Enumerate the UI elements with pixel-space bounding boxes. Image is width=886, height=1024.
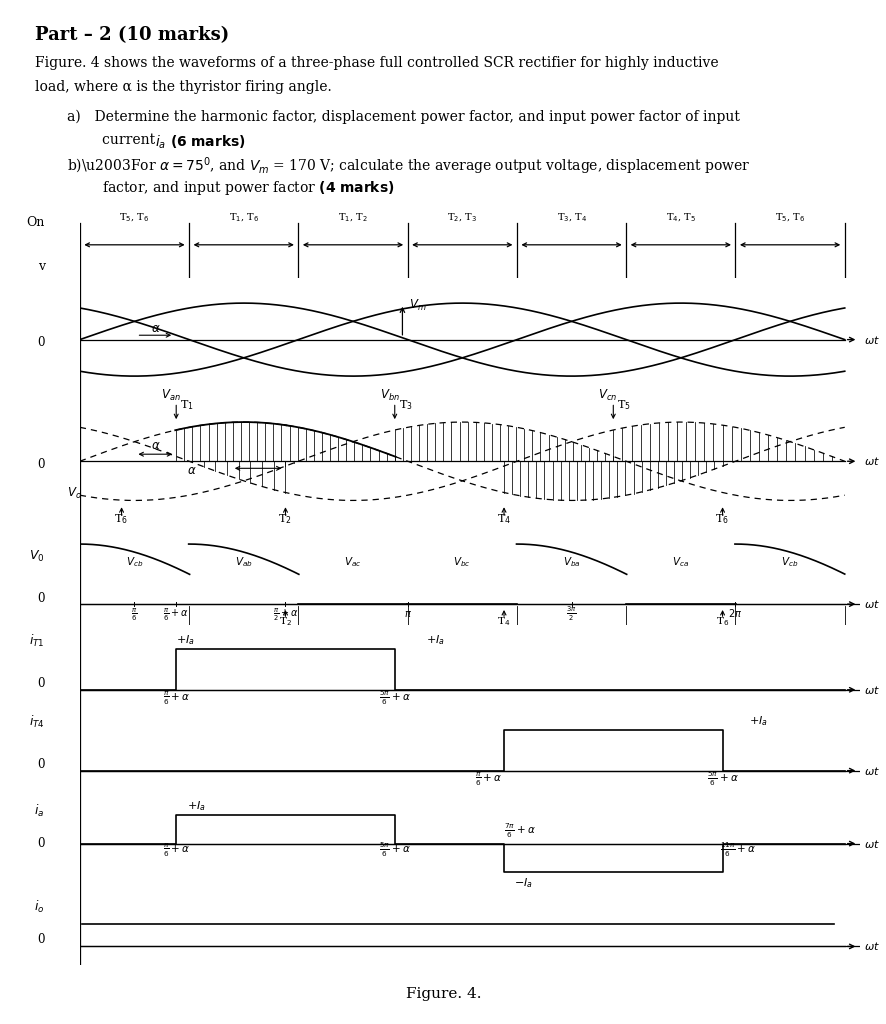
Text: T$_4$, T$_5$: T$_4$, T$_5$	[665, 212, 695, 224]
Text: load, where α is the thyristor firing angle.: load, where α is the thyristor firing an…	[35, 80, 332, 94]
Text: Part – 2 (10 marks): Part – 2 (10 marks)	[35, 26, 229, 44]
Text: $\frac{\pi}{2}+\alpha$: $\frac{\pi}{2}+\alpha$	[272, 606, 298, 624]
Text: T$_4$: T$_4$	[496, 512, 510, 525]
Text: $i_{T4}$: $i_{T4}$	[29, 714, 44, 730]
Text: $V_o$: $V_o$	[67, 485, 82, 501]
Text: 0: 0	[37, 837, 44, 850]
Text: $V_{cn}$: $V_{cn}$	[598, 387, 617, 402]
Text: $\omega t$: $\omega t$	[863, 838, 879, 850]
Text: Figure. 4.: Figure. 4.	[405, 987, 481, 1001]
Text: 0: 0	[37, 592, 44, 605]
Text: $V_0$: $V_0$	[29, 549, 44, 564]
Text: T$_1$, T$_6$: T$_1$, T$_6$	[229, 212, 259, 224]
Text: $V_m$: $V_m$	[408, 298, 425, 312]
Text: T$_1$, T$_2$: T$_1$, T$_2$	[338, 212, 368, 224]
Text: $\frac{5\pi}{6}+\alpha$: $\frac{5\pi}{6}+\alpha$	[378, 841, 410, 859]
Text: $\alpha$: $\alpha$	[151, 322, 160, 335]
Text: On: On	[27, 216, 44, 228]
Text: $\frac{\pi}{6}+\alpha$: $\frac{\pi}{6}+\alpha$	[162, 842, 190, 859]
Text: $\frac{\pi}{6}+\alpha$: $\frac{\pi}{6}+\alpha$	[474, 771, 501, 788]
Text: 0: 0	[37, 758, 44, 771]
Text: $V_{ca}$: $V_{ca}$	[672, 555, 688, 569]
Text: $\omega t$: $\omega t$	[863, 765, 879, 776]
Text: $\alpha$: $\alpha$	[151, 439, 160, 453]
Text: $-I_a$: $-I_a$	[514, 877, 532, 890]
Text: T$_3$: T$_3$	[399, 398, 412, 412]
Text: T$_5$, T$_6$: T$_5$, T$_6$	[120, 212, 149, 224]
Text: $\alpha$: $\alpha$	[187, 464, 197, 477]
Text: $\omega t$: $\omega t$	[863, 456, 879, 467]
Text: 0: 0	[37, 458, 44, 471]
Text: 0: 0	[37, 677, 44, 690]
Text: $\omega t$: $\omega t$	[863, 598, 879, 610]
Text: T$_6$: T$_6$	[714, 512, 728, 525]
Text: $V_{cb}$: $V_{cb}$	[781, 555, 798, 569]
Text: b)\u2003For $\alpha = 75^{0}$, and $V_m$ = 170 V; calculate the average output v: b)\u2003For $\alpha = 75^{0}$, and $V_m$…	[66, 156, 749, 177]
Text: $+I_a$: $+I_a$	[748, 714, 766, 728]
Text: $\frac{7\pi}{6}+\alpha$: $\frac{7\pi}{6}+\alpha$	[503, 821, 535, 840]
Text: T$_4$: T$_4$	[497, 615, 510, 628]
Text: $+I_a$: $+I_a$	[186, 800, 206, 813]
Text: $i_{T1}$: $i_{T1}$	[29, 633, 44, 649]
Text: $\frac{5\pi}{6}+\alpha$: $\frac{5\pi}{6}+\alpha$	[706, 769, 737, 788]
Text: v: v	[37, 260, 44, 272]
Text: T$_1$: T$_1$	[180, 398, 194, 412]
Text: current: current	[102, 133, 159, 147]
Text: $\frac{11\pi}{6}+\alpha$: $\frac{11\pi}{6}+\alpha$	[719, 841, 756, 859]
Text: $+I_a$: $+I_a$	[425, 633, 445, 647]
Text: 0: 0	[37, 933, 44, 945]
Text: 0: 0	[37, 336, 44, 348]
Text: $\pi$: $\pi$	[403, 609, 411, 620]
Text: T$_6$: T$_6$	[114, 512, 128, 525]
Text: T$_5$: T$_5$	[617, 398, 631, 412]
Text: T$_2$: T$_2$	[278, 512, 291, 525]
Text: T$_3$, T$_4$: T$_3$, T$_4$	[556, 212, 586, 224]
Text: T$_2$, T$_3$: T$_2$, T$_3$	[447, 212, 477, 224]
Text: factor, and input power factor $\mathbf{(4\ marks)}$: factor, and input power factor $\mathbf{…	[102, 179, 394, 198]
Text: $i_a$: $i_a$	[35, 803, 44, 818]
Text: $\frac{\pi}{6}+\alpha$: $\frac{\pi}{6}+\alpha$	[162, 690, 190, 708]
Text: T$_6$: T$_6$	[715, 615, 728, 628]
Text: $\frac{\pi}{6}+\alpha$: $\frac{\pi}{6}+\alpha$	[163, 606, 189, 624]
Text: $i_o$: $i_o$	[35, 899, 44, 915]
Text: $+I_a$: $+I_a$	[176, 633, 195, 647]
Text: $\frac{\pi}{6}$: $\frac{\pi}{6}$	[131, 606, 137, 624]
Text: $V_{bn}$: $V_{bn}$	[379, 387, 399, 402]
Text: $V_{ba}$: $V_{ba}$	[562, 555, 579, 569]
Text: $V_{cb}$: $V_{cb}$	[126, 555, 143, 569]
Text: $V_{an}$: $V_{an}$	[161, 387, 181, 402]
Text: $\mathbf{(6\ marks)}$: $\mathbf{(6\ marks)}$	[170, 133, 245, 151]
Text: $\frac{3\pi}{2}$: $\frac{3\pi}{2}$	[565, 605, 576, 624]
Text: $i_a$: $i_a$	[155, 133, 167, 151]
Text: $\omega t$: $\omega t$	[863, 940, 879, 952]
Text: $\omega t$: $\omega t$	[863, 684, 879, 695]
Text: $V_{bc}$: $V_{bc}$	[453, 555, 470, 569]
Text: T$_2$: T$_2$	[279, 615, 291, 628]
Text: $\frac{5\pi}{6}+\alpha$: $\frac{5\pi}{6}+\alpha$	[378, 689, 410, 708]
Text: $V_{ab}$: $V_{ab}$	[235, 555, 253, 569]
Text: a) Determine the harmonic factor, displacement power factor, and input power fac: a) Determine the harmonic factor, displa…	[66, 110, 739, 124]
Text: $\omega t$: $\omega t$	[863, 334, 879, 346]
Text: T$_5$, T$_6$: T$_5$, T$_6$	[774, 212, 804, 224]
Text: $V_{ac}$: $V_{ac}$	[344, 555, 361, 569]
Text: $2\pi$: $2\pi$	[727, 607, 742, 620]
Text: Figure. 4 shows the waveforms of a three-phase full controlled SCR rectifier for: Figure. 4 shows the waveforms of a three…	[35, 56, 719, 71]
